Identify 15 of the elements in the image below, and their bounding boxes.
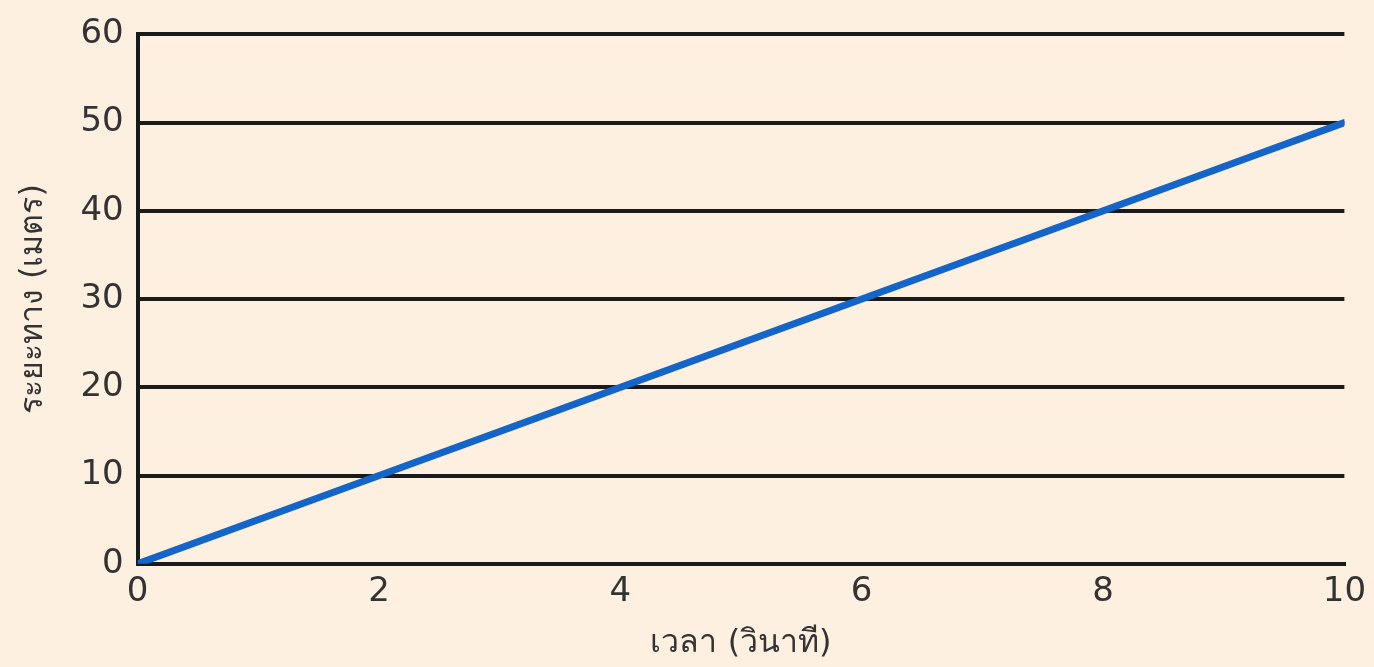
x-tick-label: 4 bbox=[609, 569, 632, 610]
y-tick-label: 0 bbox=[102, 540, 124, 581]
y-tick-label: 50 bbox=[80, 99, 124, 140]
x-tick-label: 0 bbox=[126, 569, 149, 610]
x-tick-label: 6 bbox=[850, 569, 873, 610]
y-tick-label: 20 bbox=[80, 364, 124, 405]
x-tick-label: 2 bbox=[368, 569, 390, 610]
x-axis-title: เวลา (วินาที) bbox=[650, 622, 832, 661]
y-tick-label: 10 bbox=[80, 452, 124, 493]
x-tick-label: 10 bbox=[1322, 569, 1366, 610]
x-tick-label: 8 bbox=[1092, 569, 1114, 610]
y-tick-label: 40 bbox=[80, 187, 124, 228]
y-axis-title: ระยะทาง (เมตร) bbox=[11, 184, 50, 415]
y-tick-label: 60 bbox=[80, 11, 124, 52]
y-tick-label: 30 bbox=[80, 275, 124, 316]
